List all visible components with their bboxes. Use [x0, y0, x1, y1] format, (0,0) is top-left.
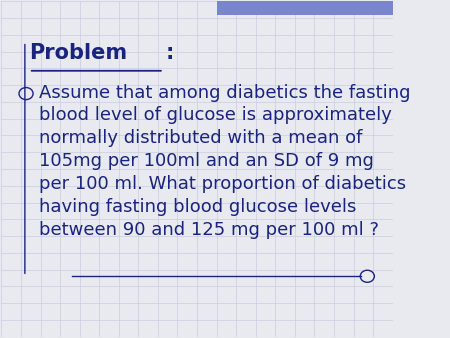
Text: Assume that among diabetics the fasting
blood level of glucose is approximately
: Assume that among diabetics the fasting …: [39, 83, 410, 239]
Text: Problem: Problem: [29, 43, 127, 63]
FancyBboxPatch shape: [216, 1, 393, 15]
Text: :: :: [166, 43, 174, 63]
